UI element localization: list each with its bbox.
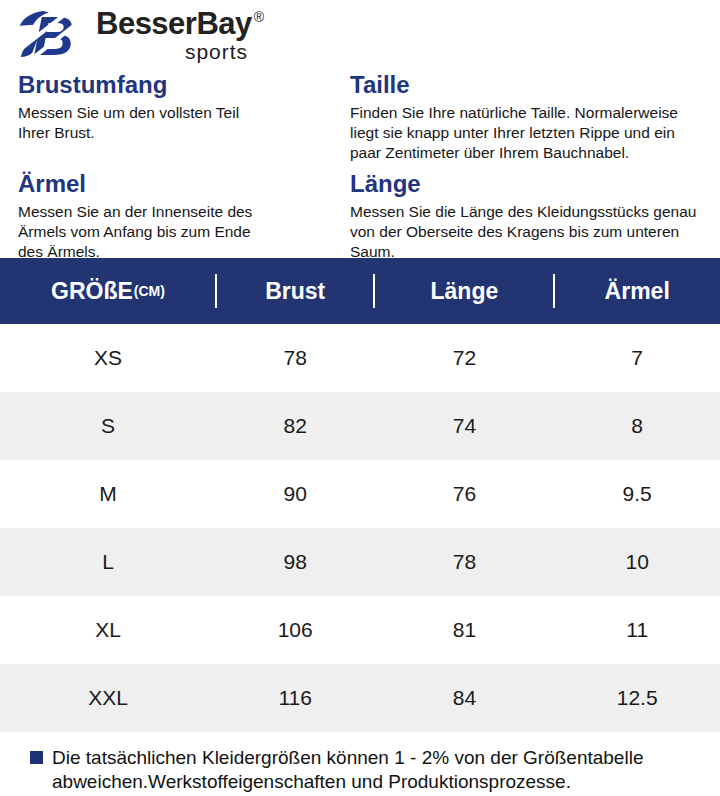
- cell-laenge: 84: [374, 686, 554, 710]
- size-column-label: GRÖßE: [51, 278, 133, 305]
- section-heading: Ärmel: [18, 171, 340, 197]
- registered-trademark: ®: [254, 9, 264, 25]
- disclaimer: Die tatsächlichen Kleidergrößen können 1…: [0, 732, 720, 794]
- section-aermel: Ärmel Messen Sie an der Innenseite des Ä…: [18, 171, 340, 258]
- header-cell-size: GRÖßE(CM): [0, 258, 216, 324]
- section-body: Messen Sie um den vollsten Teil Ihrer Br…: [18, 103, 274, 143]
- cell-size: S: [0, 414, 216, 438]
- brand-subtitle: sports: [96, 41, 264, 62]
- square-bullet-icon: [30, 751, 43, 764]
- table-row: M 90 76 9.5: [0, 460, 720, 528]
- header-cell-laenge: Länge: [374, 258, 554, 324]
- brand-header: B BesserBay® sports: [16, 8, 706, 66]
- section-laenge: Länge Messen Sie die Länge des Kleidungs…: [350, 171, 706, 258]
- cell-laenge: 72: [374, 346, 554, 370]
- brand-logo-icon: B: [16, 8, 88, 60]
- cell-aermel: 8: [554, 414, 720, 438]
- measurement-instructions: Brustumfang Messen Sie um den vollsten T…: [14, 66, 706, 258]
- cell-brust: 116: [216, 686, 374, 710]
- cell-size: L: [0, 550, 216, 574]
- cell-laenge: 74: [374, 414, 554, 438]
- section-heading: Länge: [350, 171, 706, 197]
- brand-name: BesserBay: [96, 6, 252, 41]
- header-cell-aermel: Ärmel: [554, 258, 720, 324]
- cell-size: M: [0, 482, 216, 506]
- cell-brust: 82: [216, 414, 374, 438]
- cell-aermel: 9.5: [554, 482, 720, 506]
- cell-size: XXL: [0, 686, 216, 710]
- cell-size: XL: [0, 618, 216, 642]
- cell-aermel: 10: [554, 550, 720, 574]
- section-heading: Brustumfang: [18, 72, 340, 98]
- info-section: B BesserBay® sports Brustumfang Messen: [0, 0, 720, 258]
- cell-laenge: 81: [374, 618, 554, 642]
- table-row: XXL 116 84 12.5: [0, 664, 720, 732]
- section-taille: Taille Finden Sie Ihre natürliche Taille…: [350, 72, 706, 163]
- section-body: Messen Sie an der Innenseite des Ärmels …: [18, 202, 274, 258]
- section-brustumfang: Brustumfang Messen Sie um den vollsten T…: [18, 72, 340, 163]
- cell-brust: 90: [216, 482, 374, 506]
- size-table: GRÖßE(CM) Brust Länge Ärmel XS 78 72 7 S…: [0, 258, 720, 732]
- size-chart-page: B BesserBay® sports Brustumfang Messen: [0, 0, 720, 796]
- size-unit-label: (CM): [134, 283, 165, 299]
- cell-brust: 78: [216, 346, 374, 370]
- cell-brust: 106: [216, 618, 374, 642]
- table-row: S 82 74 8: [0, 392, 720, 460]
- cell-brust: 98: [216, 550, 374, 574]
- cell-aermel: 7: [554, 346, 720, 370]
- section-body: Finden Sie Ihre natürliche Taille. Norma…: [350, 103, 706, 163]
- cell-aermel: 11: [554, 618, 720, 642]
- cell-laenge: 78: [374, 550, 554, 574]
- header-cell-brust: Brust: [216, 258, 374, 324]
- cell-size: XS: [0, 346, 216, 370]
- size-table-header: GRÖßE(CM) Brust Länge Ärmel: [0, 258, 720, 324]
- cell-laenge: 76: [374, 482, 554, 506]
- disclaimer-text: Die tatsächlichen Kleidergrößen können 1…: [52, 746, 704, 794]
- brand-text: BesserBay® sports: [96, 8, 264, 62]
- table-row: L 98 78 10: [0, 528, 720, 596]
- section-body: Messen Sie die Länge des Kleidungsstücks…: [350, 202, 706, 258]
- cell-aermel: 12.5: [554, 686, 720, 710]
- section-heading: Taille: [350, 72, 706, 98]
- table-row: XS 78 72 7: [0, 324, 720, 392]
- table-row: XL 106 81 11: [0, 596, 720, 664]
